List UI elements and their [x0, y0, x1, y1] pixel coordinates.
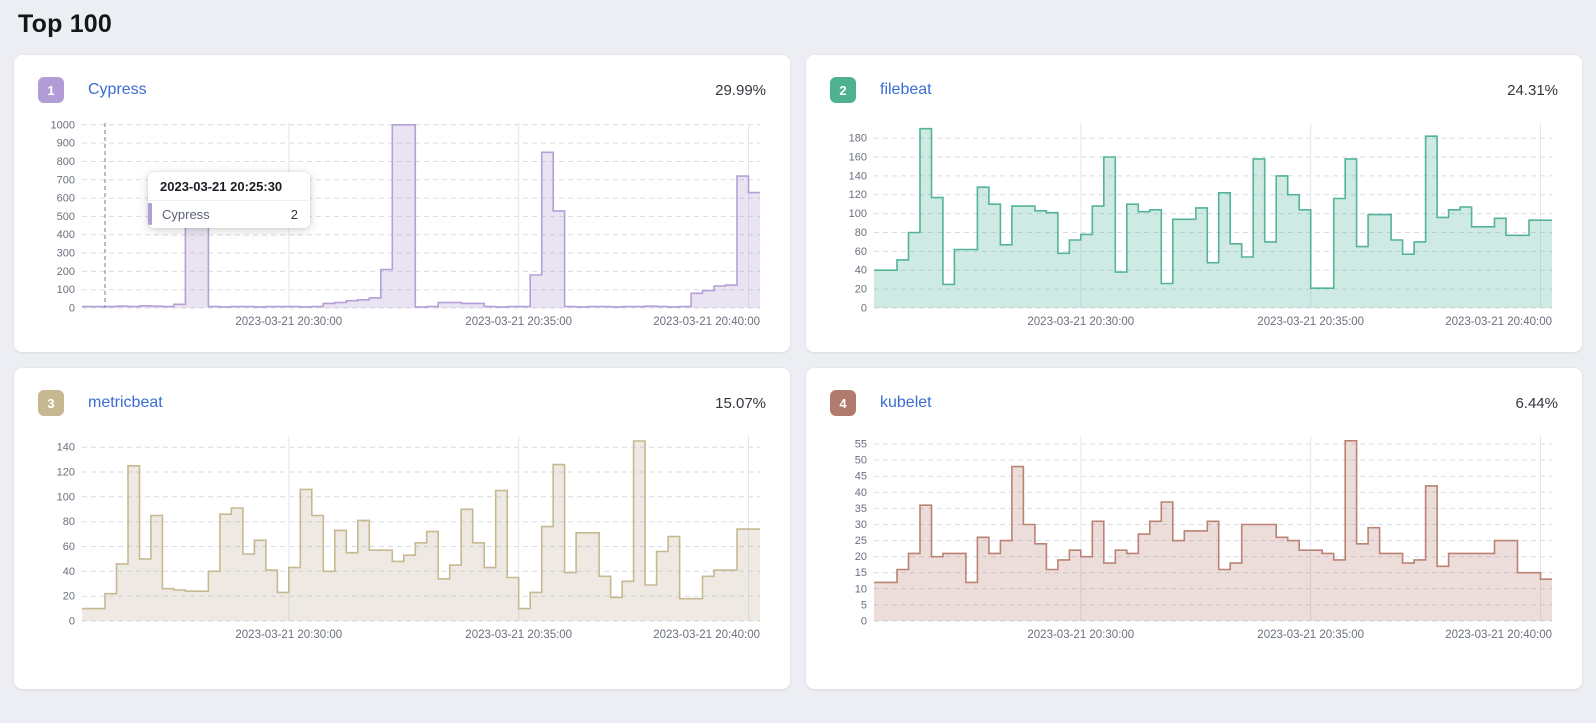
tooltip-row: Cypress 2: [148, 201, 310, 228]
panel-percent: 24.31%: [1507, 81, 1558, 99]
x-tick-label: 2023-03-21 20:35:00: [1257, 629, 1364, 641]
y-tick-label: 60: [855, 246, 867, 258]
y-tick-label: 30: [855, 519, 867, 531]
x-tick-label: 2023-03-21 20:40:00: [1445, 629, 1552, 641]
y-tick-label: 25: [855, 535, 867, 547]
x-tick-label: 2023-03-21 20:30:00: [235, 629, 342, 641]
y-tick-label: 20: [855, 551, 867, 563]
kubelet-chart[interactable]: 0 5 10 15 20 25 30 35 40 45 50 55 2023-03-21 20:30:0…: [830, 430, 1558, 645]
x-tick-label: 2023-03-21 20:40:00: [653, 316, 760, 328]
panel-metricbeat: 3 metricbeat 15.07% 0 20 40 60 80 100 120 140 20…: [14, 368, 790, 689]
rank-badge: 3: [38, 390, 64, 416]
panel-cypress: 1 Cypress 29.99% 0 100 200 300 400 500 600 700 8…: [14, 55, 790, 352]
rank-badge: 1: [38, 77, 64, 103]
x-tick-label: 2023-03-21 20:30:00: [235, 316, 342, 328]
x-tick-label: 2023-03-21 20:35:00: [1257, 316, 1364, 328]
y-tick-label: 1000: [51, 119, 75, 131]
x-tick-label: 2023-03-21 20:40:00: [653, 629, 760, 641]
x-tick-label: 2023-03-21 20:35:00: [465, 629, 572, 641]
y-tick-label: 900: [57, 138, 75, 150]
panel-title-link[interactable]: filebeat: [880, 81, 932, 98]
y-tick-label: 100: [57, 284, 75, 296]
y-tick-label: 300: [57, 248, 75, 260]
y-tick-label: 100: [849, 208, 867, 220]
y-tick-label: 600: [57, 193, 75, 205]
y-tick-label: 5: [861, 599, 867, 611]
y-tick-label: 0: [861, 616, 867, 628]
tooltip-series-label: Cypress: [162, 207, 210, 222]
cypress-chart[interactable]: 0 100 200 300 400 500 600 700 800 900 1000 2023-03-…: [38, 117, 766, 332]
panel-header: 3 metricbeat 15.07%: [38, 390, 766, 416]
y-tick-label: 35: [855, 503, 867, 515]
tooltip-series-value: 2: [290, 207, 298, 222]
y-tick-label: 0: [861, 303, 867, 315]
y-tick-label: 20: [855, 284, 867, 296]
y-tick-label: 160: [849, 152, 867, 164]
panel-filebeat: 2 filebeat 24.31% 0 20 40 60 80 100 120 140 160 1…: [806, 55, 1582, 352]
panel-header: 4 kubelet 6.44%: [830, 390, 1558, 416]
y-tick-label: 60: [63, 541, 75, 553]
y-tick-label: 120: [849, 189, 867, 201]
y-tick-label: 0: [69, 616, 75, 628]
x-tick-label: 2023-03-21 20:35:00: [465, 316, 572, 328]
panel-percent: 29.99%: [715, 81, 766, 99]
y-tick-label: 45: [855, 471, 867, 483]
tooltip-timestamp: 2023-03-21 20:25:30: [148, 172, 310, 201]
y-tick-label: 80: [855, 227, 867, 239]
y-tick-label: 55: [855, 439, 867, 451]
filebeat-chart[interactable]: 0 20 40 60 80 100 120 140 160 180 2023-03-21 20:30…: [830, 117, 1558, 332]
panel-title-link[interactable]: metricbeat: [88, 394, 163, 411]
metricbeat-chart[interactable]: 0 20 40 60 80 100 120 140 2023-03-21 20:30:00 202…: [38, 430, 766, 645]
y-tick-label: 20: [63, 591, 75, 603]
y-tick-label: 50: [855, 455, 867, 467]
panel-percent: 15.07%: [715, 394, 766, 412]
series-line: [874, 440, 1552, 584]
chart-canvas[interactable]: 0 20 40 60 80 100 120 140 2023-03-21 20:30:00 202…: [38, 430, 766, 645]
y-tick-label: 200: [57, 266, 75, 278]
y-tick-label: 0: [69, 303, 75, 315]
panel-header: 2 filebeat 24.31%: [830, 77, 1558, 103]
y-tick-label: 800: [57, 156, 75, 168]
y-tick-label: 40: [855, 487, 867, 499]
series-area: [82, 441, 760, 621]
page-title: Top 100: [18, 10, 113, 38]
y-tick-label: 500: [57, 211, 75, 223]
y-tick-label: 140: [57, 442, 75, 454]
panel-kubelet: 4 kubelet 6.44% 0 5 10 15 20 25 30 35 40 45 50 55 20…: [806, 368, 1582, 689]
y-tick-label: 80: [63, 516, 75, 528]
y-tick-label: 40: [63, 566, 75, 578]
y-tick-label: 180: [849, 133, 867, 145]
rank-badge: 2: [830, 77, 856, 103]
x-tick-label: 2023-03-21 20:30:00: [1027, 316, 1134, 328]
x-tick-label: 2023-03-21 20:40:00: [1445, 316, 1552, 328]
chart-canvas[interactable]: 0 100 200 300 400 500 600 700 800 900 1000 2023-03-…: [38, 117, 766, 332]
y-tick-label: 400: [57, 229, 75, 241]
panel-percent: 6.44%: [1515, 394, 1558, 412]
panel-title-link[interactable]: Cypress: [88, 81, 147, 98]
y-tick-label: 10: [855, 583, 867, 595]
panels-grid: 1 Cypress 29.99% 0 100 200 300 400 500 600 700 8…: [0, 55, 1596, 689]
panel-title-link[interactable]: kubelet: [880, 394, 932, 411]
x-tick-label: 2023-03-21 20:30:00: [1027, 629, 1134, 641]
tooltip-series-marker: [148, 203, 152, 225]
chart-canvas[interactable]: 0 20 40 60 80 100 120 140 160 180 2023-03-21 20:30…: [830, 117, 1558, 332]
series-line: [82, 440, 760, 610]
rank-badge: 4: [830, 390, 856, 416]
chart-canvas[interactable]: 0 5 10 15 20 25 30 35 40 45 50 55 2023-03-21 20:30:0…: [830, 430, 1558, 645]
y-tick-label: 120: [57, 467, 75, 479]
panel-header: 1 Cypress 29.99%: [38, 77, 766, 103]
series-area: [874, 128, 1552, 308]
y-tick-label: 140: [849, 170, 867, 182]
series-area: [874, 440, 1552, 621]
y-tick-label: 40: [855, 265, 867, 277]
chart-tooltip: 2023-03-21 20:25:30 Cypress 2: [148, 172, 310, 228]
y-tick-label: 15: [855, 567, 867, 579]
series-line: [874, 127, 1552, 289]
y-tick-label: 700: [57, 174, 75, 186]
y-tick-label: 100: [57, 491, 75, 503]
